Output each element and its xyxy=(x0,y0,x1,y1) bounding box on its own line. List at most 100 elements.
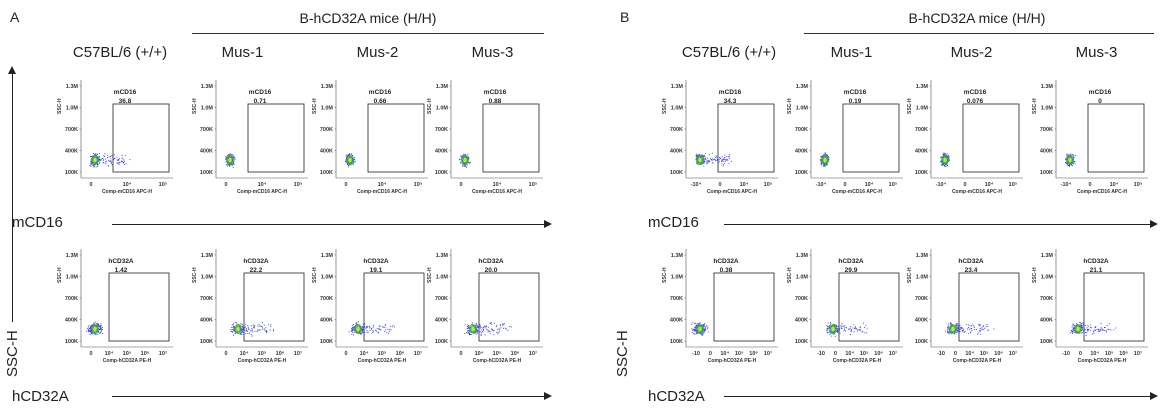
small-y-label: SSC-H xyxy=(312,267,318,283)
x-tick-label: 10⁶ xyxy=(874,351,883,357)
event-dot xyxy=(946,164,949,166)
x-tick-label: 0 xyxy=(224,182,227,188)
gate-name: hCD32A xyxy=(958,258,984,265)
event-dot xyxy=(351,330,353,332)
x-tick-label: 10⁵ xyxy=(258,351,267,357)
y-tick-label: 400K xyxy=(320,318,333,324)
event-dot xyxy=(944,152,946,154)
x-tick-label: 0 xyxy=(89,182,92,188)
event-dot xyxy=(95,334,97,336)
event-dot xyxy=(467,330,469,332)
event-dot xyxy=(260,325,263,328)
small-y-label: SSC-H xyxy=(427,98,433,114)
x-axis-label-row2: hCD32A xyxy=(12,388,69,405)
event-dot xyxy=(1084,332,1087,334)
event-dot xyxy=(243,334,245,336)
gate-rect xyxy=(842,103,900,173)
x-tick-label: 10⁴ xyxy=(123,182,132,188)
x-tick-label: 10⁵ xyxy=(735,351,744,357)
event-dot xyxy=(819,160,821,162)
y-tick-label: 1.3M xyxy=(916,253,929,259)
event-dot xyxy=(986,324,988,326)
event-dot xyxy=(979,323,981,325)
event-dot xyxy=(469,334,471,336)
event-dot xyxy=(950,322,952,324)
event-dot xyxy=(244,327,246,329)
group-title-underline xyxy=(192,33,544,34)
gate-rect xyxy=(478,272,540,342)
event-dot xyxy=(709,161,711,163)
event-dot xyxy=(90,156,92,158)
event-dot xyxy=(95,153,97,155)
event-dot xyxy=(249,330,252,332)
small-y-label: SSC-H xyxy=(662,98,668,114)
event-dot xyxy=(376,327,378,329)
x-tick-label: 10⁶ xyxy=(1119,351,1128,357)
y-tick-label: 1.0M xyxy=(796,106,809,112)
event-dot xyxy=(1087,326,1089,328)
event-dot xyxy=(699,154,701,156)
event-dot xyxy=(467,324,469,326)
event-dot xyxy=(372,331,374,334)
gate-value: 0.19 xyxy=(849,98,862,105)
small-x-label: Comp-hCD32A PE-H xyxy=(358,358,407,364)
event-dot xyxy=(853,324,855,326)
x-tick-label: 10⁶ xyxy=(396,351,405,357)
event-dot xyxy=(232,324,234,326)
event-dot xyxy=(481,329,483,331)
event-dot xyxy=(231,324,233,326)
y-tick-label: 700K xyxy=(320,296,333,302)
x-tick-label: 0 xyxy=(344,182,347,188)
event-dot xyxy=(389,325,391,327)
event-dot xyxy=(822,165,825,167)
event-dot xyxy=(99,325,101,327)
event-dot xyxy=(696,153,698,155)
event-dot xyxy=(464,332,466,335)
event-dot xyxy=(1066,163,1068,165)
event-dot xyxy=(352,164,354,166)
event-dot xyxy=(258,323,260,325)
event-dot xyxy=(364,326,366,328)
event-dot xyxy=(980,330,982,332)
event-dot xyxy=(108,156,110,158)
flow-plot: 1.3M 1.0M 700K 400K 100K SSC-H 0 10⁴ 10⁵ Comp-mCD… xyxy=(425,76,545,195)
y-tick-label: 1.0M xyxy=(321,275,334,281)
event-dot xyxy=(728,156,730,158)
event-dot xyxy=(100,328,102,330)
event-dot xyxy=(97,323,99,325)
gate-name: mCD16 xyxy=(369,89,392,96)
event-dot xyxy=(844,325,846,327)
event-dot xyxy=(100,325,102,327)
event-dot xyxy=(980,333,982,335)
x-tick-label: 10⁷ xyxy=(764,351,773,357)
event-dot xyxy=(1086,327,1088,329)
event-dot xyxy=(721,159,723,162)
x-tick-label: 10⁶ xyxy=(276,351,285,357)
x-tick-label: -10 xyxy=(1062,351,1070,357)
event-dot xyxy=(941,163,943,165)
event-dot xyxy=(705,329,707,331)
event-dot xyxy=(1100,329,1102,331)
x-tick-label: 10⁴ xyxy=(258,182,267,188)
y-tick-label: 400K xyxy=(795,149,808,155)
y-tick-label: 400K xyxy=(320,149,333,155)
event-dot xyxy=(251,325,253,327)
event-dot xyxy=(1078,321,1080,323)
event-dot xyxy=(265,327,267,329)
event-dot xyxy=(693,330,695,332)
panel-letter: A xyxy=(10,9,20,25)
event-dot xyxy=(362,331,365,333)
event-dot xyxy=(464,165,466,167)
x-tick-label: 10⁷ xyxy=(1134,351,1143,357)
event-dot xyxy=(458,158,461,160)
event-dot xyxy=(693,328,696,330)
event-dot xyxy=(864,332,866,334)
event-dot xyxy=(229,165,231,167)
event-dot xyxy=(99,332,101,334)
event-dot xyxy=(235,322,238,324)
y-tick-label: 100K xyxy=(795,339,808,345)
event-dot xyxy=(1080,324,1082,326)
y-tick-label: 1.0M xyxy=(436,106,449,112)
event-dot xyxy=(1094,329,1096,331)
event-dot xyxy=(966,328,969,330)
